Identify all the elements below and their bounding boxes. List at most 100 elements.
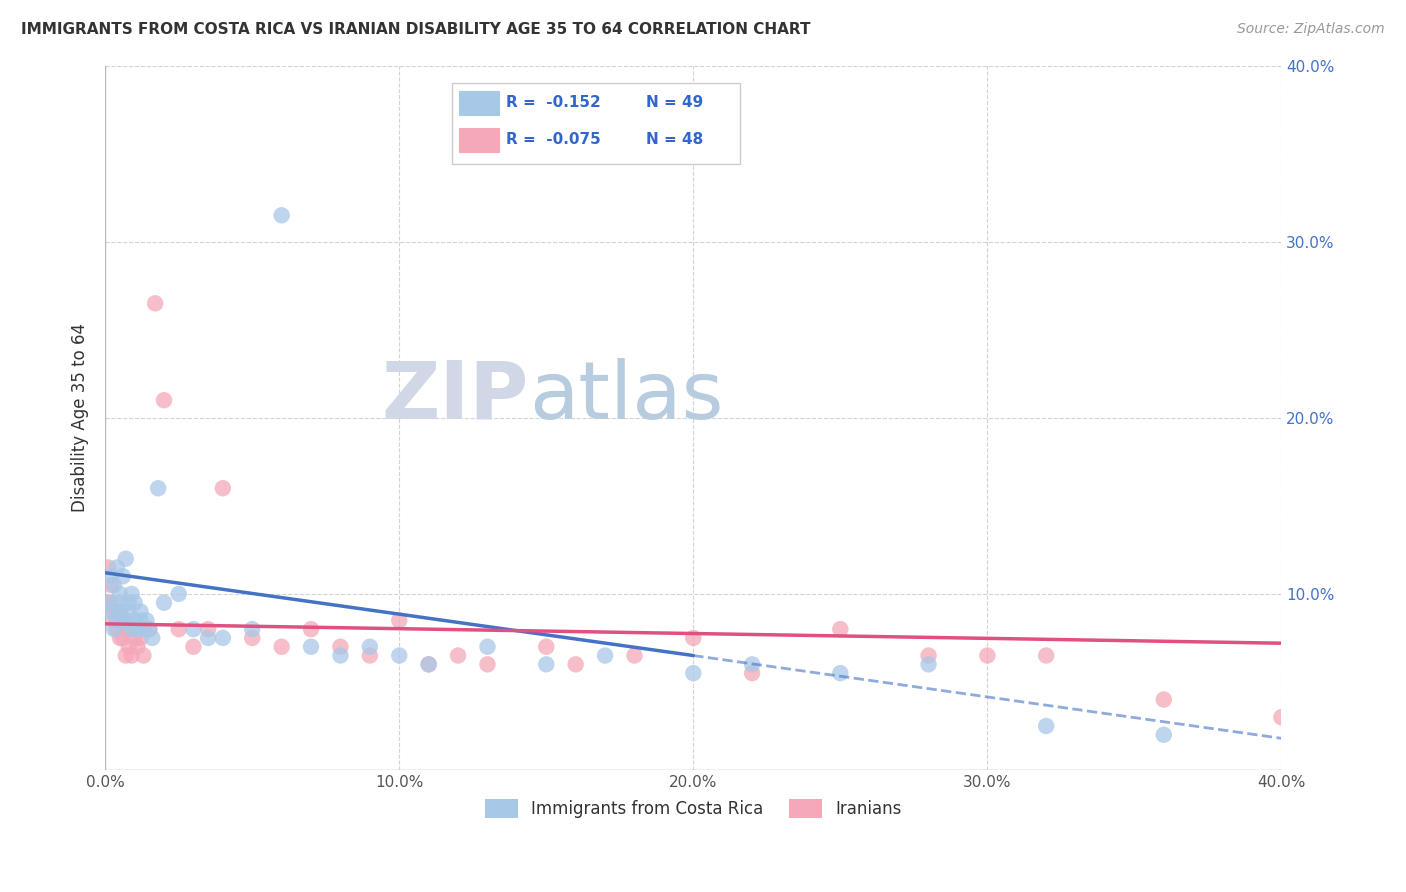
Text: R =  -0.152: R = -0.152 (506, 95, 600, 111)
Point (132, 648, 155, 663)
Point (183, 640, 205, 654)
Point (976, 648, 998, 663)
Point (108, 605, 131, 619)
Point (359, 640, 381, 654)
Point (564, 657, 586, 672)
Point (111, 569, 134, 583)
Point (127, 640, 149, 654)
Point (240, 622, 263, 636)
Point (153, 393, 176, 408)
Point (103, 613, 125, 627)
Text: N = 49: N = 49 (647, 95, 703, 111)
Point (299, 622, 322, 636)
Point (682, 666, 704, 681)
Point (359, 648, 381, 663)
Point (118, 622, 141, 636)
Point (1153, 692, 1175, 706)
Point (146, 481, 169, 495)
Point (111, 613, 134, 627)
Point (183, 622, 205, 636)
Point (418, 657, 440, 672)
Point (830, 666, 852, 681)
Point (593, 648, 616, 663)
Point (138, 622, 160, 636)
Point (127, 622, 149, 636)
Point (477, 640, 499, 654)
Point (108, 605, 131, 619)
Point (197, 622, 219, 636)
Text: IMMIGRANTS FROM COSTA RICA VS IRANIAN DISABILITY AGE 35 TO 64 CORRELATION CHART: IMMIGRANTS FROM COSTA RICA VS IRANIAN DI… (21, 22, 811, 37)
Point (97, 560, 120, 574)
Point (141, 631, 163, 645)
Point (477, 657, 499, 672)
Point (329, 640, 352, 654)
Text: Source: ZipAtlas.com: Source: ZipAtlas.com (1237, 22, 1385, 37)
Point (105, 560, 128, 574)
Point (118, 640, 141, 654)
Point (124, 596, 146, 610)
Point (1153, 728, 1175, 742)
Point (197, 631, 219, 645)
Point (132, 622, 155, 636)
Text: ZIP: ZIP (381, 358, 529, 435)
Point (129, 631, 152, 645)
Point (114, 551, 136, 566)
Point (741, 657, 763, 672)
Point (623, 648, 645, 663)
Y-axis label: Disability Age 35 to 64: Disability Age 35 to 64 (72, 323, 89, 512)
Point (118, 605, 141, 619)
Point (167, 622, 190, 636)
Point (138, 622, 160, 636)
Text: atlas: atlas (529, 358, 723, 435)
Point (329, 648, 352, 663)
Text: R =  -0.075: R = -0.075 (506, 132, 600, 147)
Point (103, 578, 125, 592)
Point (121, 622, 143, 636)
Point (121, 648, 143, 663)
Point (1270, 710, 1292, 724)
Point (105, 613, 128, 627)
Point (1035, 719, 1057, 733)
Point (124, 613, 146, 627)
Point (124, 631, 146, 645)
Point (388, 613, 411, 627)
Point (299, 640, 322, 654)
Point (129, 613, 152, 627)
Point (100, 596, 122, 610)
Point (114, 622, 136, 636)
Point (270, 640, 292, 654)
Point (741, 666, 763, 681)
Point (167, 587, 190, 601)
Point (917, 657, 939, 672)
Point (917, 648, 939, 663)
Text: N = 48: N = 48 (647, 132, 703, 147)
Point (111, 631, 134, 645)
Point (129, 605, 152, 619)
Point (830, 622, 852, 636)
Point (388, 648, 411, 663)
Point (108, 596, 131, 610)
FancyBboxPatch shape (460, 91, 499, 115)
Point (108, 631, 131, 645)
Point (105, 605, 128, 619)
Point (135, 613, 157, 627)
Point (143, 296, 166, 310)
Point (100, 578, 122, 592)
Point (100, 605, 122, 619)
Point (103, 622, 125, 636)
FancyBboxPatch shape (453, 83, 741, 164)
Point (100, 569, 122, 583)
Point (105, 622, 128, 636)
Point (97, 596, 120, 610)
Point (97, 596, 120, 610)
Point (536, 640, 558, 654)
Point (121, 587, 143, 601)
Point (270, 208, 292, 222)
Point (447, 648, 470, 663)
Point (682, 631, 704, 645)
Point (153, 596, 176, 610)
Point (114, 613, 136, 627)
Point (111, 613, 134, 627)
Point (211, 631, 233, 645)
Point (108, 587, 131, 601)
